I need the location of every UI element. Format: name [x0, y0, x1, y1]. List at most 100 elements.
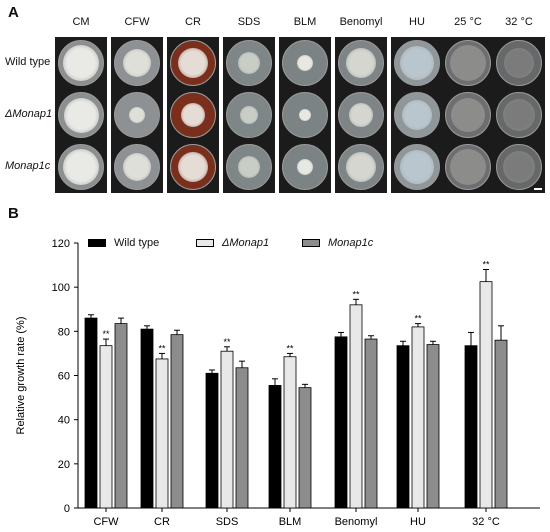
bar: [155, 358, 169, 509]
fungal-colony: [402, 100, 432, 130]
fungal-colony: [178, 48, 208, 78]
plate-image: [167, 141, 219, 193]
fungal-colony: [63, 45, 99, 81]
petri-dish: [338, 40, 384, 86]
plate-image: [223, 37, 275, 89]
fungal-colony: [400, 150, 434, 184]
panel-a-letter: A: [8, 4, 19, 21]
plate-image: [167, 37, 219, 89]
plate-image: [493, 141, 545, 193]
significance-marker: **: [223, 337, 231, 347]
plate-image: [111, 89, 163, 141]
fungal-colony: [238, 156, 260, 178]
y-tick-label: 100: [52, 282, 70, 294]
x-tick-label: SDS: [216, 516, 239, 528]
fungal-colony: [181, 103, 205, 127]
legend-label: Monap1c: [328, 237, 374, 249]
legend-label: ΔMonap1: [222, 237, 270, 249]
plate-image: [279, 89, 331, 141]
bar: [220, 350, 234, 509]
petri-dish: [338, 144, 384, 190]
petri-dish: [114, 40, 160, 86]
plate-column-label: CR: [185, 16, 201, 28]
bar: [334, 336, 348, 509]
plate-image: [442, 89, 494, 141]
petri-dish: [170, 144, 216, 190]
petri-dish: [58, 92, 104, 138]
petri-dish: [445, 144, 491, 190]
plate-image: [442, 141, 494, 193]
legend-swatch: [196, 239, 214, 247]
plate-image: [335, 141, 387, 193]
fungal-colony: [299, 109, 311, 121]
plate-image: [111, 37, 163, 89]
y-tick-label: 20: [58, 459, 70, 471]
petri-dish: [282, 144, 328, 190]
plate-row-label: ΔMonap1: [5, 108, 53, 120]
plate-image: [391, 141, 443, 193]
significance-marker: **: [286, 343, 294, 353]
plate-image: [55, 89, 107, 141]
significance-marker: **: [102, 329, 110, 339]
petri-dish: [394, 92, 440, 138]
legend-swatch: [88, 239, 106, 247]
bar: [114, 323, 128, 509]
fungal-colony: [63, 97, 99, 133]
petri-dish: [226, 92, 272, 138]
plate-image: [493, 89, 545, 141]
plate-image: [442, 37, 494, 89]
fungal-colony: [178, 152, 208, 182]
plate-image: [55, 37, 107, 89]
bar: [298, 387, 312, 509]
plate-image: [279, 141, 331, 193]
plate-column-label: 32 °C: [505, 16, 533, 28]
legend-swatch: [302, 239, 320, 247]
plate-image: [223, 89, 275, 141]
fungal-colony: [346, 48, 376, 78]
bar: [411, 326, 425, 509]
fungal-colony: [123, 49, 151, 77]
petri-dish: [226, 144, 272, 190]
significance-marker: **: [158, 343, 166, 353]
petri-dish: [496, 144, 542, 190]
plate-column-label: Benomyl: [339, 16, 383, 28]
plate-column-label: 25 °C: [454, 16, 482, 28]
y-tick-label: 120: [52, 238, 70, 250]
bar: [268, 385, 282, 509]
bar: [464, 345, 478, 509]
petri-dish: [496, 92, 542, 138]
petri-dish: [58, 40, 104, 86]
fungal-colony: [346, 152, 376, 182]
plate-image: [167, 89, 219, 141]
y-tick-label: 40: [58, 415, 70, 427]
fungal-colony: [503, 151, 535, 183]
fungal-colony: [297, 159, 313, 175]
fungal-colony: [63, 149, 99, 185]
panel-b-letter: B: [8, 205, 19, 222]
plate-column-label: BLM: [293, 16, 317, 28]
x-tick-label: Benomyl: [335, 516, 378, 528]
plate-image: [279, 37, 331, 89]
x-tick-label: BLM: [279, 516, 302, 528]
x-tick-label: HU: [410, 516, 426, 528]
plate-image: [493, 37, 545, 89]
plate-column-label: CM: [72, 16, 90, 28]
fungal-colony: [238, 52, 260, 74]
bar: [205, 372, 219, 509]
plate-column-label: CFW: [124, 16, 150, 28]
plate-column-label: SDS: [237, 16, 261, 28]
y-tick-label: 80: [58, 326, 70, 338]
petri-dish: [170, 92, 216, 138]
petri-dish: [226, 40, 272, 86]
bar: [84, 317, 98, 509]
fungal-colony: [240, 106, 258, 124]
plate-column-label: HU: [409, 16, 425, 28]
petri-dish: [114, 144, 160, 190]
petri-dish: [496, 40, 542, 86]
significance-marker: **: [482, 260, 490, 270]
x-tick-label: 32 °C: [472, 516, 500, 528]
fungal-colony: [450, 149, 486, 185]
bar: [364, 338, 378, 509]
legend-item: ΔMonap1: [196, 237, 269, 249]
petri-dish: [170, 40, 216, 86]
